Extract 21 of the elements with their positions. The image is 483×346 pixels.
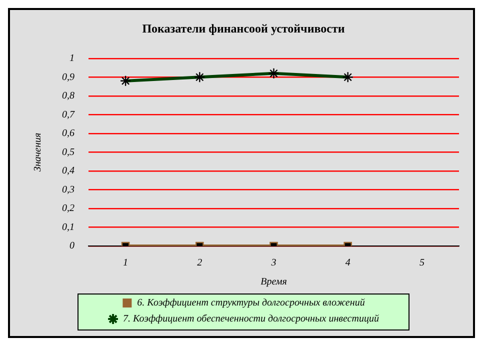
chart-title: Показатели финансоой устойчивости — [142, 21, 345, 36]
y-tick-label: 0,5 — [62, 146, 74, 158]
y-tick-label: 0,1 — [62, 222, 74, 233]
x-tick-label: 2 — [197, 258, 202, 269]
x-tick-label: 4 — [345, 258, 350, 269]
x-axis-title: Время — [260, 276, 288, 288]
x-tick-label: 3 — [270, 258, 276, 269]
y-axis-title: Значения — [32, 132, 44, 172]
y-tick-label: 0,4 — [62, 166, 74, 177]
y-tick-label: 0,6 — [62, 128, 74, 140]
legend-label: 7. Коэффициент обеспеченности долгосрочных инвестиций — [123, 314, 379, 325]
legend-label: 6. Коэффициент структуры долгосрочных вложений — [137, 298, 365, 309]
y-tick-label: 0,7 — [62, 109, 76, 120]
y-tick-label: 0,3 — [62, 184, 74, 196]
y-tick-label: 0 — [70, 240, 74, 252]
y-tick-label: 0,8 — [62, 90, 74, 102]
y-tick-label: 0,2 — [62, 203, 74, 214]
y-tick-label: 0,9 — [62, 72, 74, 83]
x-tick-label: 5 — [419, 258, 424, 269]
x-tick-label: 1 — [123, 258, 128, 269]
y-tick-label: 1 — [70, 53, 74, 64]
